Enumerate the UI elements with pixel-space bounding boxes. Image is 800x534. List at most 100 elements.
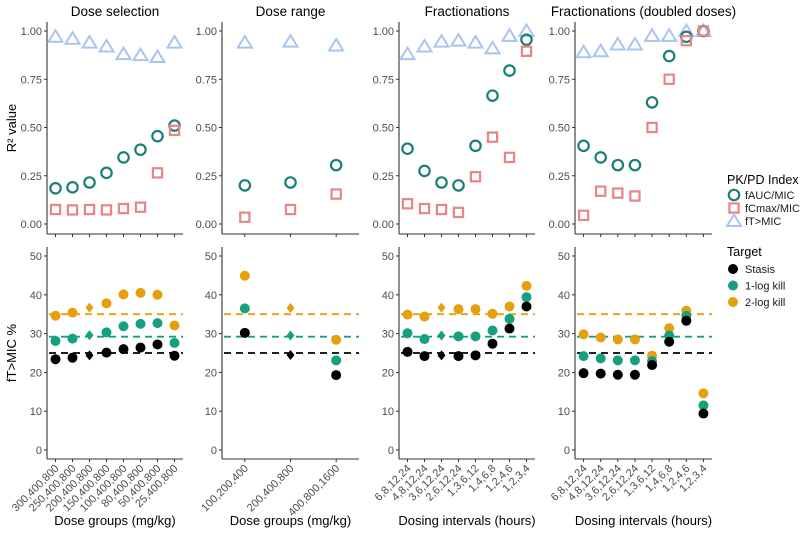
r2-point-fcmaxmic	[697, 25, 710, 37]
y-tick-label: 20	[30, 367, 42, 379]
r2-point-fcmaxmic	[151, 167, 164, 179]
legend-label: fCmax/MIC	[745, 203, 800, 215]
r2-point-fcmaxmic	[284, 203, 297, 216]
ft-point-stasis	[578, 368, 589, 379]
ft-point-1logkill	[419, 334, 430, 345]
r2-point-faucmic	[418, 164, 431, 178]
y-tick-label: 40	[30, 290, 42, 302]
r2-point-faucmic	[645, 96, 659, 109]
r2-point-ftmic	[643, 27, 661, 42]
y-tick-label: 0.50	[373, 123, 394, 135]
r2-point-faucmic	[66, 181, 79, 194]
r2-point-fcmaxmic	[134, 201, 147, 213]
ft-point-stasis	[286, 349, 295, 360]
legend-symbol	[725, 212, 743, 227]
ft-point-stasis	[118, 344, 129, 355]
panel-1: Dose selection 0.00 0.25 0.50 0.75 1.00 0 10 20 3…	[10, 4, 184, 528]
legend-label: Stasis	[745, 264, 775, 276]
r2-point-ftmic	[165, 34, 184, 49]
r2-point-ftmic	[609, 36, 627, 51]
legend-label: 2-log kill	[745, 297, 785, 309]
ft-point-stasis	[595, 368, 606, 379]
r2-point-ftmic	[626, 36, 644, 51]
y-tick-label: 30	[382, 329, 394, 341]
ft-point-1logkill	[629, 355, 640, 366]
r2-point-fcmaxmic	[503, 151, 516, 164]
r2-point-ftmic	[591, 42, 610, 58]
ft-point-stasis	[50, 354, 61, 365]
r2-point-fcmaxmic	[629, 190, 641, 202]
y-tick-label: 30	[205, 329, 217, 341]
ft-point-stasis	[629, 369, 640, 380]
ft-point-1logkill	[85, 330, 94, 341]
y-tick-label: 10	[205, 406, 217, 418]
legend-title: PK/PD Index	[727, 173, 799, 187]
y-tick-label: 0	[564, 445, 570, 457]
ft-point-1logkill	[286, 330, 295, 341]
r2-point-ftmic	[415, 38, 434, 53]
ft-point-stasis	[402, 346, 413, 357]
r2-point-ftmic	[574, 43, 593, 59]
panel-3: Fractionations 0.00 0.25 0.50 0.75 1.00 0 10 20 3…	[373, 4, 536, 528]
ft-point-stasis	[101, 347, 112, 358]
ft-point-1logkill	[50, 335, 61, 346]
y-tick-label: 0.00	[21, 219, 42, 231]
ft-point-2logkill	[664, 323, 675, 334]
r2-point-faucmic	[284, 176, 297, 189]
y-tick-label: 0.50	[549, 123, 570, 135]
r2-point-fcmaxmic	[577, 209, 590, 222]
r2-point-ftmic	[432, 33, 451, 48]
ft-point-2logkill	[169, 320, 180, 331]
ft-point-2logkill	[595, 332, 606, 343]
y-tick-label: 30	[558, 329, 570, 341]
ft-point-stasis	[419, 351, 430, 362]
y-tick-label: 0.25	[373, 171, 394, 183]
y-tick-label: 0.00	[549, 219, 570, 231]
ft-point-1logkill	[470, 331, 481, 342]
y-tick-label: 40	[205, 290, 217, 302]
r2-point-faucmic	[594, 151, 607, 164]
r2-point-ftmic	[114, 45, 133, 61]
ft-point-1logkill	[612, 355, 623, 366]
r2-point-faucmic	[452, 179, 465, 192]
ft-point-stasis	[487, 338, 498, 349]
y-tick-label: 0.75	[549, 74, 570, 86]
ft-point-2logkill	[101, 298, 112, 309]
r2-point-ftmic	[281, 33, 300, 48]
ft-point-2logkill	[286, 302, 295, 313]
legend-title: Target	[727, 245, 762, 259]
r2-point-ftmic	[327, 37, 345, 52]
y-tick-label: 0.75	[196, 74, 217, 86]
r2-point-fcmaxmic	[100, 204, 113, 216]
ft-point-2logkill	[453, 304, 464, 315]
panel-4: Fractionations (doubled doses) 0.00 0.25 0.…	[549, 4, 737, 528]
ft-point-2logkill	[629, 334, 640, 345]
ft-point-1logkill	[487, 325, 498, 336]
ft-point-1logkill	[169, 337, 180, 348]
y-tick-label: 1.00	[21, 26, 42, 38]
ft-point-stasis	[85, 350, 94, 361]
r2-point-faucmic	[577, 139, 590, 153]
r2-point-faucmic	[628, 158, 642, 172]
ft-point-stasis	[612, 369, 623, 380]
r2-point-faucmic	[401, 142, 414, 156]
ft-point-2logkill	[504, 301, 515, 312]
ft-point-1logkill	[331, 355, 342, 366]
r2-point-faucmic	[83, 176, 96, 189]
r2-point-faucmic	[503, 64, 516, 77]
y-tick-label: 1.00	[196, 26, 217, 38]
ft-point-stasis	[67, 352, 78, 363]
r2-point-fcmaxmic	[486, 131, 499, 143]
r2-point-fcmaxmic	[663, 73, 675, 85]
y-tick-label: 0	[211, 445, 217, 457]
r2-point-ftmic	[483, 39, 502, 55]
ft-point-stasis	[239, 327, 250, 338]
ft-point-2logkill	[85, 302, 94, 313]
r2-point-faucmic	[662, 49, 676, 63]
x-axis-title: Dosing intervals (hours)	[398, 513, 535, 528]
r2-point-ftmic	[131, 46, 150, 62]
y-tick-label: 0.25	[21, 171, 42, 183]
y-tick-label: 50	[558, 251, 570, 263]
